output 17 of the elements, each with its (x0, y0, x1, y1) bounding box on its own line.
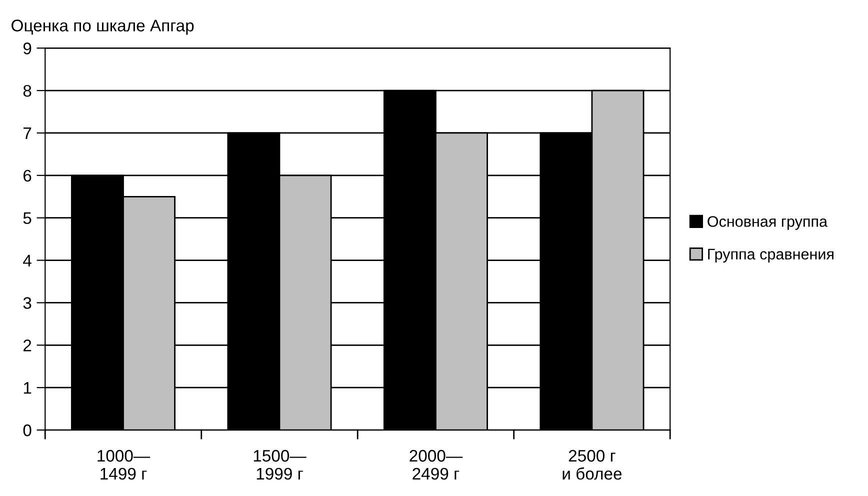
legend-label: Группа сравнения (708, 248, 834, 263)
y-tick-label: 2 (24, 340, 32, 352)
y-tick-label: 9 (23, 42, 32, 54)
y-tick-label: 4 (23, 254, 32, 266)
y-tick-label: 5 (23, 212, 32, 224)
y-tick-label: 0 (23, 424, 32, 436)
y-tick-label: 1 (24, 382, 32, 394)
legend-label: Основная группа (708, 216, 828, 230)
y-tick-label: 7 (24, 128, 32, 140)
x-tick-label: 2000— 2499 г (410, 450, 463, 480)
x-tick-label: 1000— 1499 г (98, 450, 150, 480)
x-tick-label: 1500— 1999 г (254, 450, 306, 480)
y-tick-label: 3 (23, 297, 32, 309)
y-tick-label: 8 (23, 84, 32, 97)
x-tick-label: 2500 г и более (562, 450, 622, 480)
y-axis-title: Оценка по шкале Апгар (12, 20, 194, 35)
y-tick-label: 6 (24, 170, 32, 182)
